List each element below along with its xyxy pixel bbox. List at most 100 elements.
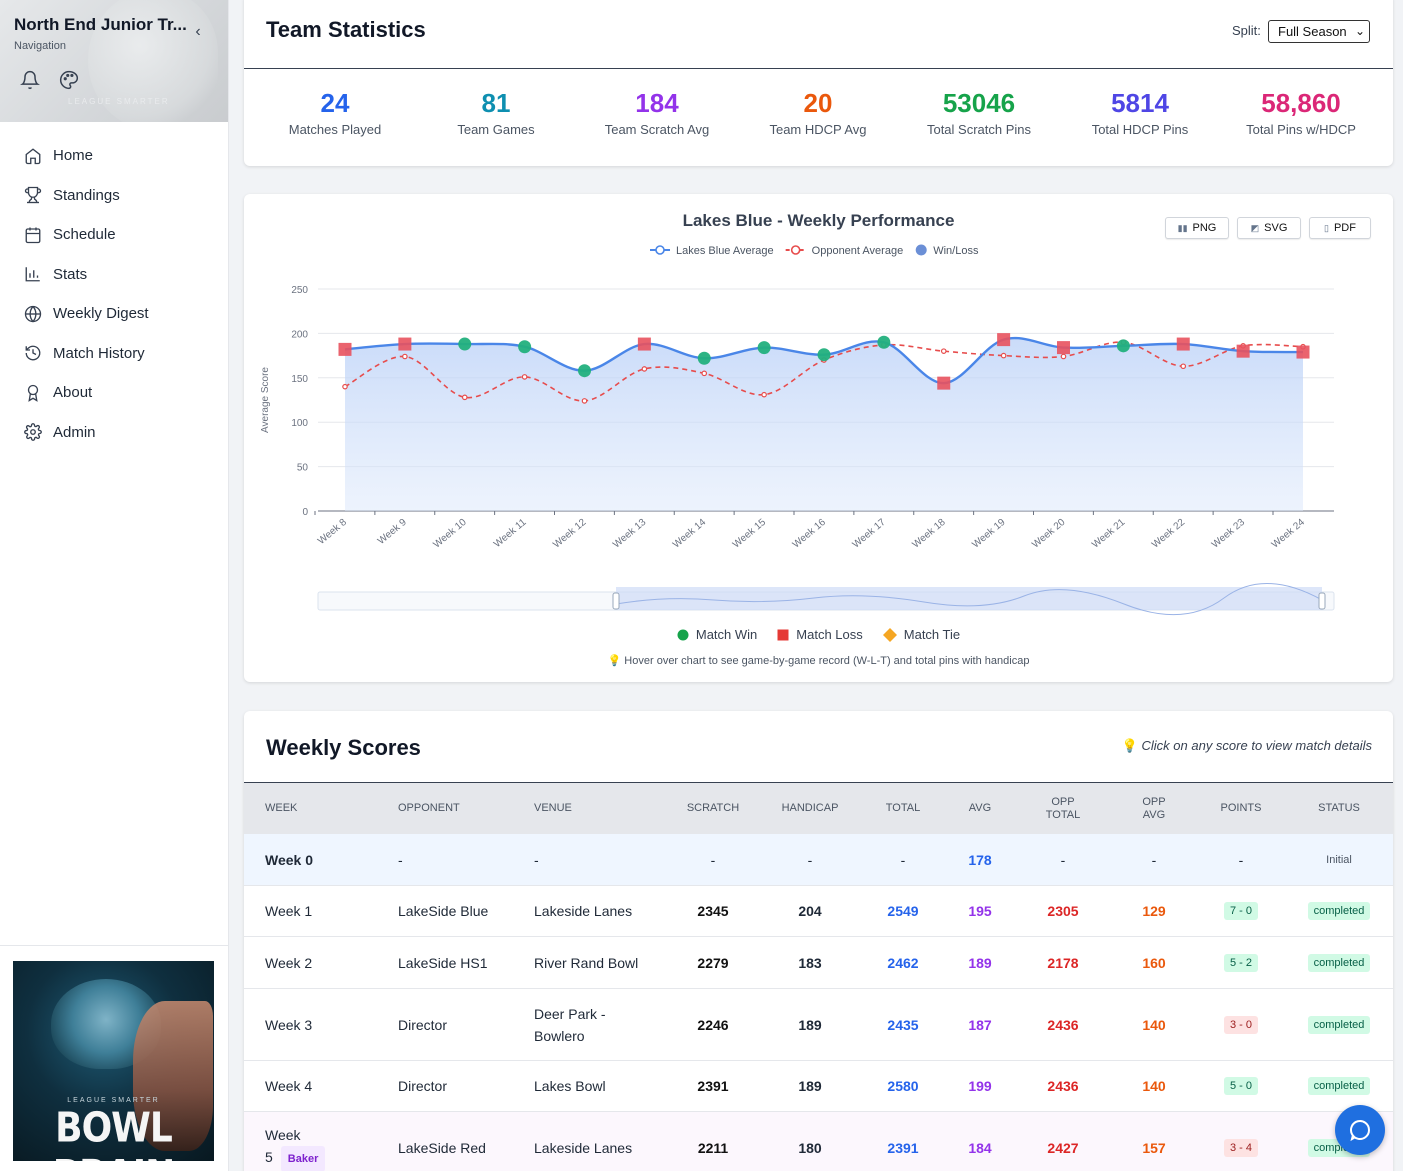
cell-scratch[interactable]: 2391 <box>697 1078 729 1094</box>
win-marker <box>757 341 771 355</box>
weekly-performance-chart[interactable]: 0 50 100 150 200 250 Average Score Week 8 Week 9… <box>244 194 1393 624</box>
table-row[interactable]: Week 0 - - - - - 178 - - - Initial <box>244 834 1393 886</box>
cell-scratch[interactable]: 2246 <box>697 1016 729 1033</box>
cell-handicap: - <box>807 851 813 868</box>
weekly-scores-divider <box>244 782 1393 783</box>
cell-scratch[interactable]: 2279 <box>697 954 729 971</box>
gear-icon <box>24 423 42 442</box>
cell-week: Week 0 <box>265 851 313 868</box>
x-tick-label: Week 10 <box>432 517 469 551</box>
cell-opp-total: 2436 <box>1047 1078 1079 1094</box>
legend-label: Win/Loss <box>933 245 979 257</box>
table-row[interactable]: Week 3 Director Deer Park - Bowlero 2246… <box>244 989 1393 1061</box>
sidebar-item-stats[interactable]: Stats <box>0 255 228 295</box>
table-row[interactable]: Week 4 Director Lakes Bowl 2391 189 2580… <box>244 1061 1393 1112</box>
x-tick-label: Week 12 <box>551 517 588 551</box>
sidebar-item-label: Weekly Digest <box>53 305 149 323</box>
split-selected-value: Full Season <box>1278 24 1347 39</box>
cell-scratch[interactable]: 2211 <box>697 1139 729 1156</box>
sidebar-item-standings[interactable]: Standings <box>0 176 228 216</box>
table-row[interactable]: Week 5 Baker LakeSide Red Lakeside Lanes … <box>244 1112 1393 1171</box>
week-line2: 5 Baker <box>265 1145 326 1171</box>
table-header: WEEK OPPONENT VENUE SCRATCH HANDICAP TOT… <box>244 783 1393 834</box>
cell-total[interactable]: 2391 <box>887 1139 919 1156</box>
sidebar-item-home[interactable]: Home <box>0 136 228 176</box>
chat-button[interactable] <box>1335 1105 1385 1155</box>
cell-total[interactable]: 2462 <box>887 954 919 971</box>
table-row[interactable]: Week 1 LakeSide Blue Lakeside Lanes 2345… <box>244 886 1393 937</box>
navigation-label: Navigation <box>14 40 66 52</box>
venue-line1: Deer Park - <box>534 1005 606 1022</box>
table-row[interactable]: Week 2 LakeSide HS1 River Rand Bowl 2279… <box>244 937 1393 989</box>
cell-status: completed <box>1294 937 1384 988</box>
cell-status: completed <box>1294 989 1384 1060</box>
cell-points: 3 - 0 <box>1196 989 1286 1060</box>
split-select[interactable]: Full Season ⌄ <box>1268 20 1370 43</box>
week-line1: Week <box>265 1126 301 1143</box>
stat-team-scratch-avg: 184 Team Scratch Avg <box>577 88 737 137</box>
stat-value: 20 <box>803 88 833 118</box>
image-icon: ▮▮ <box>1177 222 1188 233</box>
cell-scratch: - <box>710 851 716 868</box>
loss-marker <box>1057 341 1070 355</box>
stat-team-hdcp-avg: 20 Team HDCP Avg <box>738 88 898 137</box>
calendar-icon <box>25 227 41 243</box>
stat-label: Team Scratch Avg <box>604 122 710 137</box>
opponent-point <box>1060 353 1067 360</box>
cell-total[interactable]: 2549 <box>887 903 919 919</box>
points-badge: 5 - 2 <box>1223 953 1258 972</box>
venue-line2: Bowlero <box>534 1027 585 1044</box>
cell-scratch[interactable]: 2345 <box>697 903 729 919</box>
week-number: 5 <box>265 1148 273 1165</box>
chart-title: Lakes Blue - Weekly Performance <box>682 211 955 230</box>
header-venue: VENUE <box>534 802 572 814</box>
zoom-handle-right <box>1318 592 1326 610</box>
export-svg-button[interactable]: ◩ SVG <box>1237 217 1301 239</box>
stat-value: 58,860 <box>1261 88 1341 118</box>
stat-total-hdcp-pins: 5814 Total HDCP Pins <box>1060 88 1220 137</box>
bell-icon[interactable] <box>20 70 40 90</box>
points-badge: 5 - 0 <box>1223 1077 1258 1095</box>
export-png-button[interactable]: ▮▮ PNG <box>1165 217 1229 239</box>
legend-swatch-marker <box>790 245 801 255</box>
opponent-point <box>1000 352 1007 359</box>
cell-status: Initial <box>1326 853 1352 866</box>
sidebar-item-weekly-digest[interactable]: Weekly Digest <box>0 294 228 334</box>
sidebar-item-schedule[interactable]: Schedule <box>0 215 228 255</box>
header-points: POINTS <box>1220 802 1262 814</box>
palette-icon[interactable] <box>59 70 79 90</box>
header-status: STATUS <box>1318 802 1360 814</box>
cell-total[interactable]: 2580 <box>887 1078 919 1094</box>
sidebar-item-admin[interactable]: Admin <box>0 413 228 453</box>
sidebar-item-match-history[interactable]: Match History <box>0 334 228 374</box>
stat-value: 53046 <box>942 88 1016 118</box>
weekly-scores-title: Weekly Scores <box>266 735 421 760</box>
stat-total-scratch-pins: 53046 Total Scratch Pins <box>899 88 1059 137</box>
legend-match-tie: Match Tie <box>882 627 960 642</box>
cell-total[interactable]: 2435 <box>887 1016 919 1033</box>
cell-points: - <box>1238 851 1244 868</box>
x-tick-label: Week 14 <box>671 517 708 551</box>
cell-points: 7 - 0 <box>1196 886 1286 936</box>
cell-opp-avg: - <box>1151 851 1157 868</box>
title-divider <box>244 68 1393 69</box>
export-png-label: PNG <box>1192 222 1217 234</box>
legend-win-label: Match Win <box>695 627 758 642</box>
opponent-point <box>461 394 468 401</box>
cell-venue: Deer Park - Bowlero <box>534 989 606 1060</box>
stat-label: Total Pins w/HDCP <box>1246 122 1356 137</box>
sidebar-item-about[interactable]: About <box>0 373 228 413</box>
win-marker <box>518 340 532 354</box>
export-pdf-button[interactable]: ▯ PDF <box>1309 217 1371 239</box>
cell-opp-total: 2178 <box>1047 954 1079 971</box>
cell-total: - <box>900 851 906 868</box>
stat-value: 184 <box>635 88 679 118</box>
win-marker <box>817 348 831 362</box>
zoom-handle-left <box>612 592 620 610</box>
cell-opp-total: - <box>1060 851 1066 868</box>
logo-tagline: LEAGUE SMARTER <box>67 1097 160 1104</box>
win-dot-icon <box>677 629 689 640</box>
sidebar-nav: Home Standings Schedule Stats Weekly Dig… <box>0 136 228 452</box>
stat-label: Team HDCP Avg <box>769 122 867 137</box>
collapse-sidebar-icon[interactable]: ‹ <box>195 23 201 40</box>
